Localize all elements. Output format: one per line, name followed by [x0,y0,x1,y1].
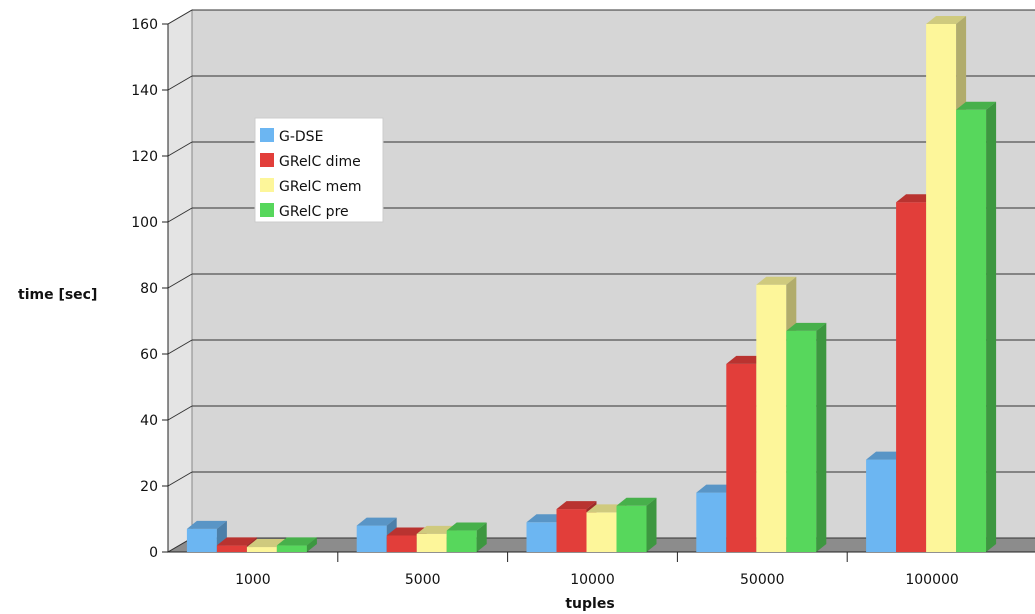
bar-front [386,535,417,552]
y-tick-label: 120 [131,149,158,165]
legend-box [254,117,384,223]
bar-top [446,522,487,531]
bars [186,16,997,553]
bar-side [986,101,997,553]
legend-swatch [260,203,274,217]
bar-front [556,509,587,552]
bar-front [896,202,927,552]
bar-front [696,492,727,552]
bar-top [556,501,597,510]
bar-side [816,322,827,552]
legend-swatch [260,128,274,142]
legend-swatch [260,153,274,167]
bar-top [756,276,797,285]
bar [956,101,997,553]
bar [786,322,827,552]
bar-front [956,109,987,553]
y-tick-label: 60 [140,347,158,363]
gridline-depth [167,207,193,223]
gridline-depth [167,273,193,289]
bar-front [246,547,277,552]
bar-front [446,530,477,552]
gridline-depth [167,405,193,421]
bar-top [956,101,997,110]
gridline-depth [167,75,193,91]
bar-front [276,545,307,552]
bar-front [186,528,217,552]
bar [276,537,317,552]
bar-front [586,512,617,552]
y-tick-label: 160 [131,17,158,33]
y-tick-label: 80 [140,281,158,297]
bar-front [356,525,387,552]
bar-front [216,545,247,552]
legend-label: GRelC mem [279,179,362,195]
y-tick-label: 20 [140,479,158,495]
legend-label: GRelC dime [279,154,361,170]
bar-side [476,522,487,552]
gridline-depth [167,141,193,157]
bar-top [786,322,827,331]
gridline-depth [167,339,193,355]
bar-top [246,539,287,548]
bar-front [416,533,447,552]
bar-top [386,527,427,536]
bar [446,522,487,552]
bar-top [926,16,967,24]
bar-front [786,330,817,552]
legend-swatch [260,178,274,192]
bar-front [726,363,757,552]
x-tick-label: 5000 [405,572,441,588]
legend: G-DSE GRelC dime GRelC mem GRelC pre [254,117,384,223]
y-tick-label: 0 [149,545,158,561]
bar-top [356,517,397,526]
bar-top [616,497,657,506]
bar-front [756,284,787,552]
bar-top [186,520,227,529]
x-tick-label: 50000 [740,572,785,588]
x-tick-label: 100000 [905,572,958,588]
bar-front [866,459,897,552]
bar-top [276,537,317,546]
y-tick-label: 140 [131,83,158,99]
gridline-depth [167,471,193,487]
y-axis-title: time [sec] [18,287,97,303]
y-tick-label: 100 [131,215,158,231]
bar-side [646,497,657,552]
x-axis-title: tuples [565,596,614,612]
legend-label: G-DSE [279,129,323,145]
x-tick-label: 1000 [235,572,271,588]
bar [616,497,657,552]
y-tick-label: 40 [140,413,158,429]
legend-label: GRelC pre [279,204,349,220]
bar-top [216,537,257,546]
x-tick-label: 10000 [570,572,615,588]
gridline-depth [167,9,193,25]
bar-front [616,505,647,552]
bar-front [926,24,957,552]
bar-side [306,537,317,552]
bar-front [526,522,557,552]
